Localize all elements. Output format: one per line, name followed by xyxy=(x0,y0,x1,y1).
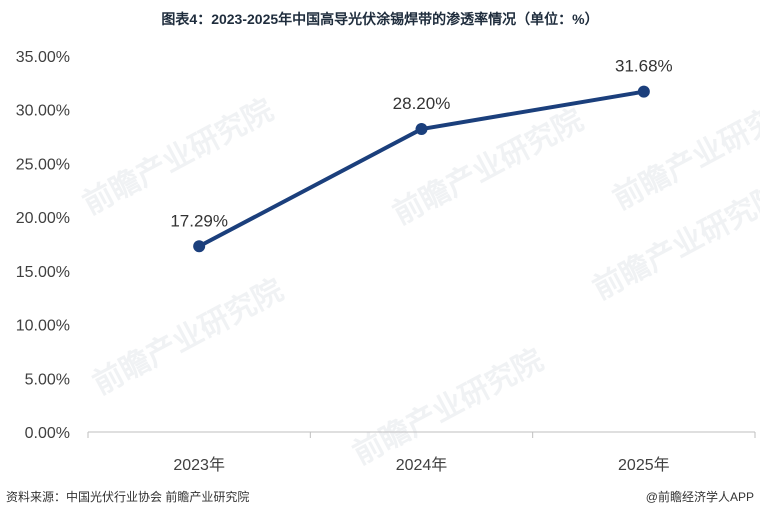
watermark-text: 前瞻产业研究院 xyxy=(387,103,589,232)
y-tick-label: 25.00% xyxy=(16,156,70,173)
data-point xyxy=(193,240,206,253)
y-tick-label: 15.00% xyxy=(16,264,70,281)
x-tick-label: 2024年 xyxy=(396,456,448,474)
y-tick-label: 20.00% xyxy=(16,210,70,227)
watermark-text: 前瞻产业研究院 xyxy=(347,343,549,472)
chart-title: 图表4：2023-2025年中国高导光伏涂锡焊带的渗透率情况（单位：%） xyxy=(161,11,599,27)
data-label: 17.29% xyxy=(170,211,228,230)
data-label: 28.20% xyxy=(393,94,451,113)
x-tick-label: 2025年 xyxy=(618,456,670,474)
y-tick-label: 35.00% xyxy=(16,49,70,66)
source-note: 资料来源：中国光伏行业协会 前瞻产业研究院 xyxy=(6,490,250,504)
data-point xyxy=(637,85,650,98)
watermark-text: 前瞻产业研究院 xyxy=(77,93,279,222)
y-tick-label: 5.00% xyxy=(25,371,70,388)
x-axis: 2023年 2024年 2025年 xyxy=(87,432,756,474)
y-tick-label: 10.00% xyxy=(16,318,70,335)
x-tick-label: 2023年 xyxy=(173,456,225,474)
y-tick-label: 0.00% xyxy=(25,425,70,442)
data-label: 31.68% xyxy=(615,57,673,76)
data-point xyxy=(415,123,428,136)
watermark-layer: 前瞻产业研究院 前瞻产业研究院前瞻产业研究院前瞻产业研究院前瞻产业研究院前瞻产业研… xyxy=(77,88,760,472)
data-points xyxy=(193,85,650,253)
credit-note: @前瞻经济学人APP xyxy=(645,490,754,504)
watermark-text: 前瞻产业研究院 xyxy=(87,273,289,402)
y-tick-label: 30.00% xyxy=(16,103,70,120)
y-axis: 0.00% 5.00% 10.00% 15.00% 20.00% 25.00% 30.00%… xyxy=(16,49,70,442)
data-labels: 17.29% 28.20% 31.68% xyxy=(170,57,672,231)
